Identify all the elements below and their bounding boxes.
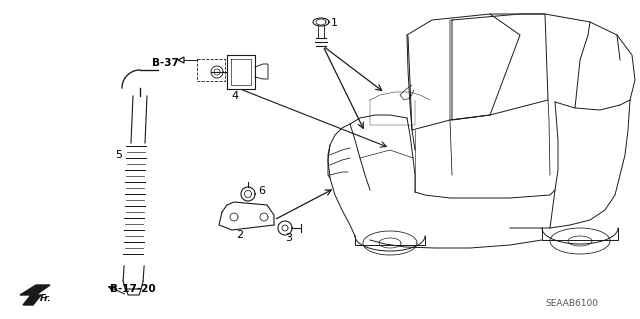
Text: B-37: B-37 xyxy=(152,58,179,68)
Text: 3: 3 xyxy=(285,233,292,243)
Text: Fr.: Fr. xyxy=(40,294,52,303)
Polygon shape xyxy=(20,285,50,305)
Text: SEAAB6100: SEAAB6100 xyxy=(545,299,598,308)
Text: 1: 1 xyxy=(331,18,338,28)
Text: 6: 6 xyxy=(258,186,265,196)
Text: 5: 5 xyxy=(115,150,122,160)
Text: 2: 2 xyxy=(236,230,244,240)
Text: 4: 4 xyxy=(232,91,239,101)
Text: B-17-20: B-17-20 xyxy=(110,284,156,294)
